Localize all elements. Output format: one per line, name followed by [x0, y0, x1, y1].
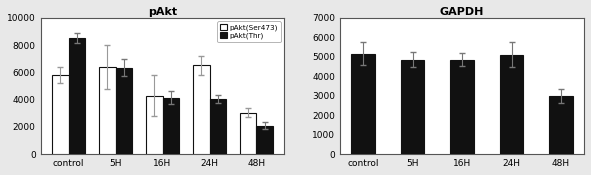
- Bar: [163, 97, 180, 154]
- Bar: [193, 65, 209, 154]
- Bar: [256, 125, 274, 154]
- Bar: [115, 68, 132, 154]
- Bar: [69, 38, 86, 154]
- Bar: [351, 54, 375, 154]
- Bar: [99, 67, 115, 154]
- Bar: [549, 96, 573, 154]
- Title: pAkt: pAkt: [148, 7, 177, 17]
- Bar: [51, 75, 69, 154]
- Bar: [209, 99, 226, 154]
- Bar: [450, 60, 474, 154]
- Bar: [239, 113, 256, 154]
- Legend: pAkt(Ser473), pAkt(Thr): pAkt(Ser473), pAkt(Thr): [217, 21, 281, 42]
- Bar: [145, 96, 163, 154]
- Title: GAPDH: GAPDH: [440, 7, 484, 17]
- Bar: [401, 60, 424, 154]
- Bar: [500, 55, 524, 154]
